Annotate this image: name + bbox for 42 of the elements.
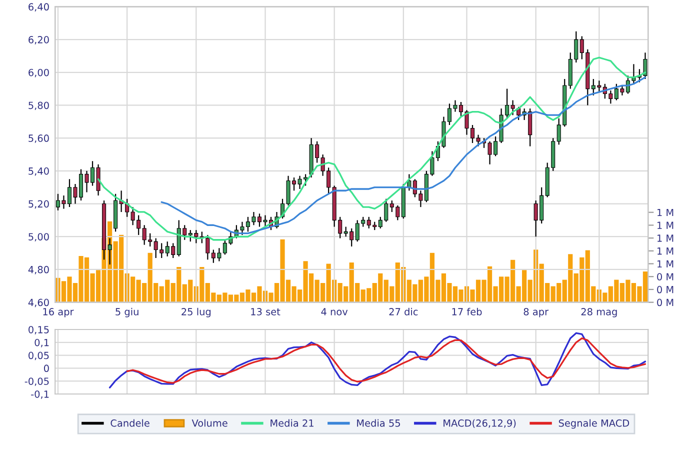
y-tick-label: 4,80 (28, 266, 49, 274)
y-tick-label: 5,00 (28, 233, 49, 242)
x-tick-label: 27 dic (389, 308, 418, 316)
y2-tick-label: 1 M (658, 260, 674, 268)
x-tick-label: 13 set (251, 308, 280, 316)
x-tick-label: 28 mag (581, 308, 617, 318)
y-tick-label: 0 (44, 364, 49, 372)
y-tick-label: 6,40 (28, 3, 49, 12)
y-tick-label: 0,15 (28, 326, 49, 334)
x-tick-label: 4 nov (321, 308, 348, 316)
legend-label: MACD(26,12,9) (444, 419, 516, 428)
y-tick-label: -0,1 (31, 390, 49, 399)
y2-tick-label: 1 M (658, 222, 674, 229)
y2-tick-label: 0 M (657, 286, 674, 294)
y-tick-label: 0,1 (34, 338, 49, 348)
legend-label: Media 21 (270, 419, 314, 427)
x-tick-label: 5 giu (116, 308, 138, 318)
x-tick-label: 16 apr (43, 308, 74, 318)
legend-label: Candele (110, 419, 150, 427)
y-tick-label: 5,40 (28, 167, 49, 176)
x-tick-label: 25 lug (182, 308, 211, 318)
x-tick-label: 8 apr (524, 308, 549, 318)
y-tick-label: 4,60 (28, 298, 49, 308)
x-tick-label: 17 feb (452, 308, 482, 316)
y-tick-label: 5,20 (28, 200, 49, 209)
line-series (126, 337, 646, 384)
line-series (108, 332, 646, 388)
y2-tick-label: 0 M (657, 298, 674, 306)
y-tick-label: 5,80 (28, 102, 49, 110)
y-tick-label: 6,20 (28, 36, 49, 44)
y2-tick-label: 0 M (657, 273, 674, 280)
y-tick-label: 6,00 (28, 68, 49, 78)
y2-tick-label: 1 M (658, 208, 674, 216)
legend-label: Segnale MACD (558, 419, 630, 429)
y2-tick-label: 1 M (658, 234, 674, 242)
candlestick (206, 234, 210, 260)
legend-label: Media 55 (357, 419, 400, 427)
y-tick-label: 0,05 (28, 352, 49, 360)
y-tick-label: 5,60 (28, 134, 49, 143)
legend-label: Volume (192, 419, 228, 427)
y-tick-label: -0,05 (24, 378, 49, 386)
y2-tick-label: 1 M (658, 247, 674, 255)
